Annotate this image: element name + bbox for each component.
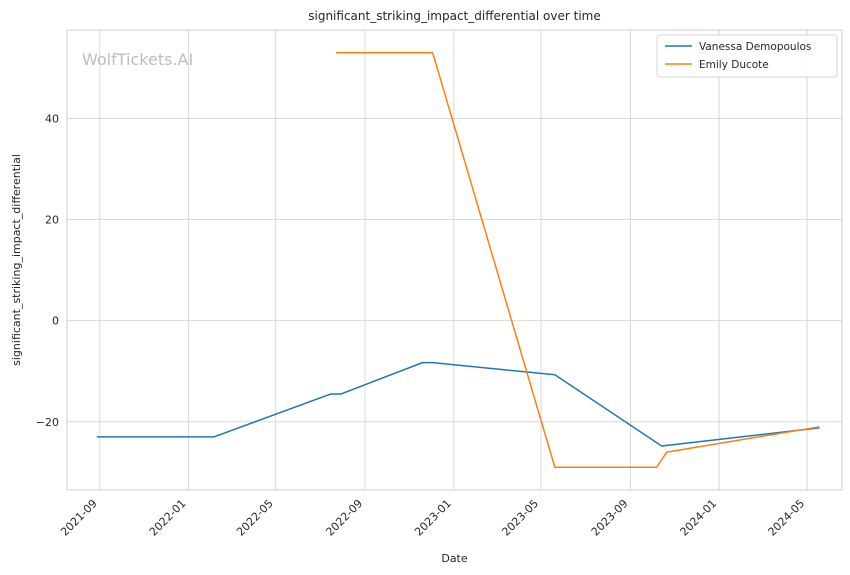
series-lines xyxy=(96,52,820,468)
plot-area xyxy=(67,30,842,490)
y-axis-label: significant_striking_impact_differential xyxy=(10,154,23,366)
x-tick-label: 2024-01 xyxy=(678,497,720,539)
x-tick-label: 2023-05 xyxy=(499,497,541,539)
y-tick-label: 0 xyxy=(52,315,59,328)
plot-frame xyxy=(66,29,843,491)
x-tick-label: 2021-09 xyxy=(58,497,100,539)
y-tick-label: 20 xyxy=(45,214,59,227)
x-tick-label: 2022-09 xyxy=(324,497,366,539)
legend-entry: Emily Ducote xyxy=(699,59,769,71)
x-tick-label: 2024-05 xyxy=(766,497,808,539)
chart-title: significant_striking_impact_differential… xyxy=(308,9,600,23)
x-tick-labels: 2021-09 2022-01 2022-05 2022-09 2023-01 2023-… xyxy=(58,497,807,539)
y-tick-labels: −20 0 20 40 xyxy=(36,112,59,428)
x-tick-label: 2023-09 xyxy=(589,497,631,539)
legend-entry: Vanessa Demopoulos xyxy=(699,41,811,53)
series-line-0 xyxy=(96,361,820,447)
watermark: WolfTickets.AI xyxy=(82,50,193,69)
grid xyxy=(67,30,842,490)
x-tick-label: 2023-01 xyxy=(412,497,454,539)
x-tick-label: 2022-01 xyxy=(147,497,189,539)
legend-box xyxy=(656,34,838,78)
x-axis-label: Date xyxy=(441,552,468,565)
y-tick-label: 40 xyxy=(45,112,59,125)
series-line-1 xyxy=(336,52,820,468)
x-tick-label: 2022-05 xyxy=(234,497,276,539)
y-tick-label: −20 xyxy=(36,416,59,429)
legend: Vanessa Demopoulos Emily Ducote xyxy=(656,34,838,78)
